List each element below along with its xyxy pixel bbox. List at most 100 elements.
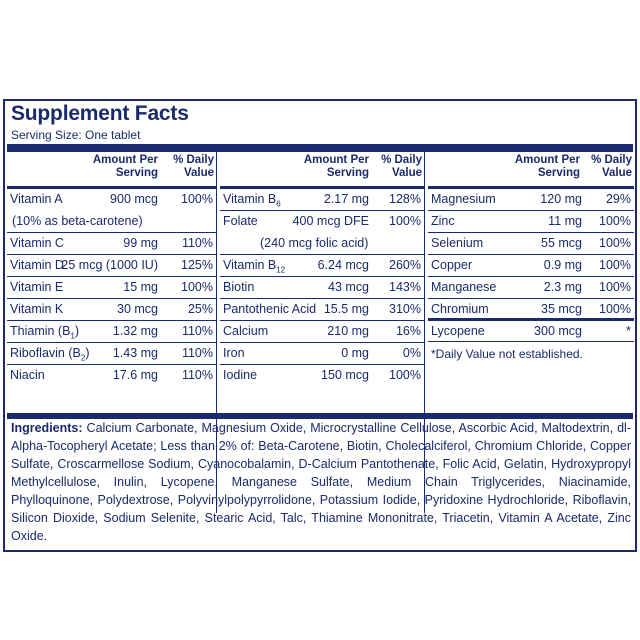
dv-header: % Daily Value (381, 154, 422, 179)
nutrient-name: Chromium (431, 302, 489, 316)
nutrient-row: Lycopene 300 mcg * (428, 321, 634, 343)
daily-value: 110% (181, 346, 213, 360)
nutrient-row: Vitamin E 15 mg 100% (7, 277, 216, 299)
nutrient-row: Vitamin C 99 mg 110% (7, 233, 216, 255)
daily-value: 110% (181, 324, 213, 338)
nutrient-amount: 0.9 mg (543, 258, 582, 272)
nutrient-row: Copper 0.9 mg 100% (428, 255, 634, 277)
serving-size: Serving Size: One tablet (11, 128, 141, 142)
header-rule (7, 144, 633, 152)
nutrient-name: Riboflavin (B2) (10, 346, 90, 363)
nutrient-name: Thiamin (B1) (10, 324, 80, 341)
nutrient-name: Vitamin C (10, 236, 64, 250)
nutrient-amount: 400 mcg DFE (292, 214, 369, 228)
nutrient-name: Selenium (431, 236, 484, 250)
nutrient-name: Lycopene (431, 324, 485, 338)
daily-value-footnote: *Daily Value not established. (431, 347, 583, 361)
daily-value: 29% (605, 192, 631, 206)
nutrient-row: Vitamin K 30 mcg 25% (7, 299, 216, 321)
nutrient-row: Magnesium 120 mg 29% (428, 189, 634, 211)
column-header: Amount Per Serving % Daily Value (7, 154, 216, 186)
ingredients-rule (7, 413, 633, 419)
nutrient-row: Pantothenic Acid 15.5 mg 310% (220, 299, 424, 321)
nutrient-name: Pantothenic Acid (223, 302, 317, 316)
nutrient-name: Vitamin A (10, 192, 63, 206)
nutrient-column-3: Amount Per Serving % Daily Value Magnesium… (428, 152, 634, 513)
nutrient-name: Manganese (431, 280, 497, 294)
daily-value: 100% (599, 258, 631, 272)
daily-value: 100% (599, 214, 631, 228)
nutrient-row: Calcium 210 mg 16% (220, 321, 424, 343)
nutrient-amount: 25 mcg (1000 IU) (61, 258, 158, 272)
nutrient-name: Biotin (223, 280, 255, 294)
column-header-rule (220, 186, 424, 189)
nutrient-name: Zinc (431, 214, 455, 228)
nutrient-name: Vitamin K (10, 302, 64, 316)
nutrient-amount: 1.32 mg (112, 324, 158, 338)
nutrient-name: Folate (223, 214, 258, 228)
nutrient-row: Iron 0 mg 0% (220, 343, 424, 365)
amount-header: Amount Per Serving (303, 154, 369, 179)
nutrient-row: Niacin 17.6 mg 110% (7, 365, 216, 387)
column-header-rule (7, 186, 216, 189)
nutrient-amount: 300 mcg (534, 324, 582, 338)
nutrient-name: Niacin (10, 368, 45, 382)
column-header: Amount Per Serving % Daily Value (428, 154, 634, 186)
daily-value: * (626, 324, 631, 338)
panel-title: Supplement Facts (11, 102, 189, 125)
nutrient-amount: 2.3 mg (543, 280, 582, 294)
ingredients-label: Ingredients: (11, 421, 83, 435)
daily-value: 100% (181, 192, 213, 206)
nutrient-row: Thiamin (B1) 1.32 mg 110% (7, 321, 216, 343)
column-divider (216, 152, 217, 513)
nutrient-name: Vitamin D (10, 258, 64, 272)
nutrient-amount: 17.6 mg (112, 368, 158, 382)
daily-value: 100% (181, 280, 213, 294)
nutrient-name: Vitamin B12 (223, 258, 286, 275)
lycopene-rule (428, 341, 634, 342)
daily-value: 100% (599, 302, 631, 316)
nutrient-amount: 55 mcg (541, 236, 582, 250)
nutrient-row: Biotin 43 mcg 143% (220, 277, 424, 299)
nutrient-amount: 0 mg (341, 346, 369, 360)
daily-value: 143% (389, 280, 421, 294)
nutrient-row: Vitamin B6 2.17 mg 128% (220, 189, 424, 211)
nutrient-row: Manganese 2.3 mg 100% (428, 277, 634, 299)
daily-value: 110% (181, 368, 213, 382)
nutrient-amount: 99 mg (123, 236, 158, 250)
nutrient-name: Magnesium (431, 192, 496, 206)
nutrient-column-1: Amount Per Serving % Daily Value Vitamin A… (7, 152, 216, 513)
daily-value: 100% (599, 280, 631, 294)
amount-header: Amount Per Serving (92, 154, 158, 179)
ingredients-list: Ingredients: Calcium Carbonate, Magnesiu… (11, 419, 631, 545)
nutrient-amount: 15 mg (123, 280, 158, 294)
nutrient-amount: 2.17 mg (323, 192, 369, 206)
nutrient-amount: 11 mg (548, 214, 582, 228)
nutrient-amount: 210 mg (327, 324, 369, 338)
daily-value: 125% (181, 258, 213, 272)
nutrient-amount: 43 mcg (328, 280, 369, 294)
ingredients-text: Calcium Carbonate, Magnesium Oxide, Micr… (11, 421, 631, 543)
nutrient-amount: 35 mcg (541, 302, 582, 316)
nutrient-amount: 1.43 mg (112, 346, 158, 360)
nutrient-amount: 150 mcg (321, 368, 369, 382)
daily-value: 110% (181, 236, 213, 250)
nutrient-row: Vitamin B12 6.24 mcg 260% (220, 255, 424, 277)
dv-header: % Daily Value (591, 154, 632, 179)
nutrient-row: Vitamin A 900 mcg 100% (10% as beta-caroten… (7, 189, 216, 233)
nutrient-name: Vitamin B6 (223, 192, 281, 209)
nutrient-column-2: Amount Per Serving % Daily Value Vitamin B… (220, 152, 424, 513)
nutrient-row: Iodine 150 mcg 100% (220, 365, 424, 387)
nutrient-name: Iodine (223, 368, 258, 382)
nutrient-amount: 30 mcg (117, 302, 158, 316)
amount-header: Amount Per Serving (514, 154, 580, 179)
supplement-facts-panel: Supplement Facts Serving Size: One table… (3, 99, 637, 552)
nutrient-amount: 15.5 mg (323, 302, 369, 316)
nutrient-row: Riboflavin (B2) 1.43 mg 110% (7, 343, 216, 365)
daily-value: 260% (389, 258, 421, 272)
nutrient-name: Vitamin E (10, 280, 64, 294)
nutrient-row: Vitamin D 25 mcg (1000 IU) 125% (7, 255, 216, 277)
daily-value: 25% (187, 302, 213, 316)
daily-value: 100% (389, 368, 421, 382)
daily-value: 310% (389, 302, 421, 316)
